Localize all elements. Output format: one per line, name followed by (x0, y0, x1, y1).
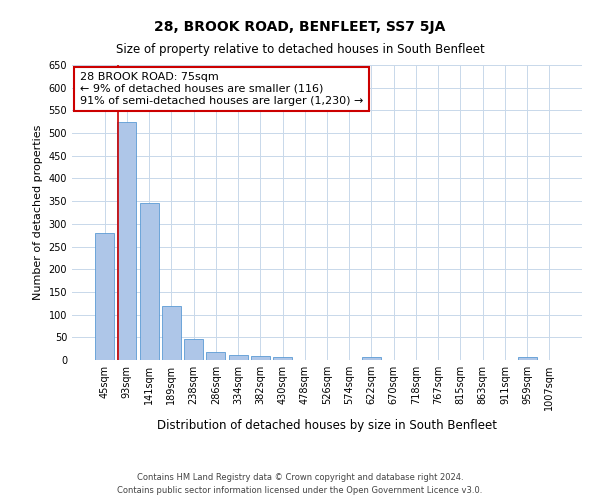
Bar (184, 338, 203, 360)
Bar (95, 233, 114, 360)
Bar (118, 122, 136, 360)
Text: 28 BROOK ROAD: 75sqm
← 9% of detached houses are smaller (116)
91% of semi-detac: 28 BROOK ROAD: 75sqm ← 9% of detached ho… (80, 72, 363, 106)
Text: Contains HM Land Registry data © Crown copyright and database right 2024.
Contai: Contains HM Land Registry data © Crown c… (118, 474, 482, 495)
Bar (229, 356, 248, 360)
Text: Size of property relative to detached houses in South Benfleet: Size of property relative to detached ho… (116, 42, 484, 56)
Bar (162, 306, 181, 360)
Bar (273, 358, 292, 360)
Text: 28, BROOK ROAD, BENFLEET, SS7 5JA: 28, BROOK ROAD, BENFLEET, SS7 5JA (154, 20, 446, 34)
Bar (362, 357, 381, 360)
Bar (206, 352, 225, 360)
Bar (140, 204, 158, 360)
Bar (251, 356, 270, 360)
X-axis label: Distribution of detached houses by size in South Benfleet: Distribution of detached houses by size … (157, 418, 497, 432)
Y-axis label: Number of detached properties: Number of detached properties (33, 125, 43, 300)
Bar (518, 357, 536, 360)
